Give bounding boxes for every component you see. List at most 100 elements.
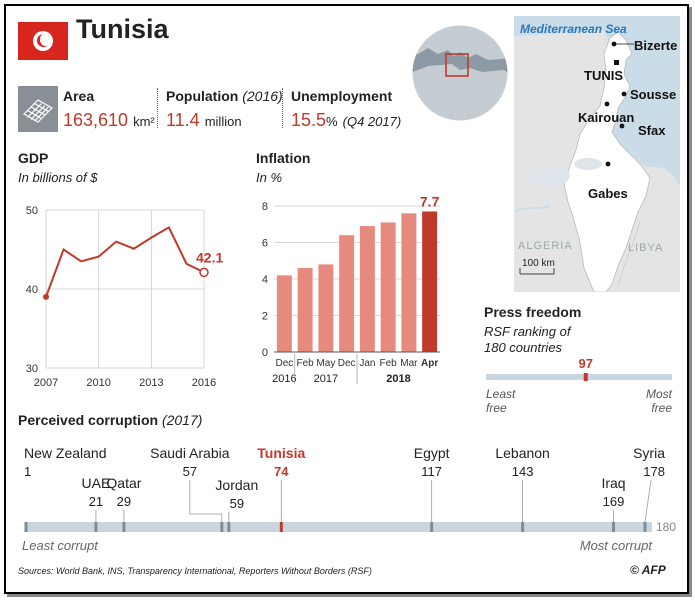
country-algeria: ALGERIA <box>518 240 573 252</box>
city-sousse: Sousse <box>630 87 677 102</box>
corruption-country-name: Tunisia <box>257 445 305 461</box>
tunisia-map: Mediterranean Sea Bizerte TUNIS Sousse K… <box>514 16 680 292</box>
corruption-country-name: Saudi Arabia <box>150 445 230 461</box>
corruption-marker <box>521 522 525 532</box>
page-title: Tunisia <box>76 14 169 44</box>
corruption-country-name: Qatar <box>106 475 141 491</box>
inflation-year-label: 2016 <box>272 373 296 385</box>
corruption-marker <box>122 522 126 532</box>
inflation-y-tick: 0 <box>262 347 268 359</box>
corruption-left-label: Least corrupt <box>22 538 99 553</box>
population-label: Population (2016) <box>166 88 283 104</box>
city-bizerte: Bizerte <box>634 38 678 53</box>
gdp-point <box>43 293 49 300</box>
press-freedom-value: 97 <box>579 356 593 371</box>
corruption-bar <box>26 522 652 532</box>
corruption-scale: 180 New Zealand 1 UAE 21 Qatar 29 Saudi Arabia 5… <box>0 440 695 560</box>
corruption-marker <box>94 522 98 532</box>
corruption-marker <box>643 522 647 532</box>
corruption-marker <box>24 522 28 532</box>
inflation-year-label: 2018 <box>386 373 410 385</box>
city-tunis: TUNIS <box>584 68 623 83</box>
corruption-country-rank: 59 <box>230 496 244 511</box>
inflation-bar <box>276 275 292 352</box>
gdp-data-label: 42.1 <box>196 249 223 265</box>
unemployment-value: 15.5% (Q4 2017) <box>291 110 402 130</box>
inflation-x-tick: Feb <box>297 358 315 369</box>
inflation-x-tick: Apr <box>421 358 438 369</box>
inflation-bar <box>339 235 355 352</box>
area-value: 163,610 km² <box>63 110 155 130</box>
inflation-bar <box>297 268 313 352</box>
gdp-point <box>199 267 209 278</box>
inflation-y-tick: 2 <box>262 311 268 323</box>
city-gabes: Gabes <box>588 186 628 201</box>
corruption-marker <box>220 522 224 532</box>
inflation-x-tick: Mar <box>400 358 418 369</box>
city-sfax: Sfax <box>638 123 666 138</box>
inflation-x-tick: Feb <box>380 358 398 369</box>
afp-logo: © AFP <box>630 563 666 577</box>
press-freedom-right-label: Most <box>646 387 673 401</box>
area-label: Area <box>63 88 95 104</box>
press-freedom-left-label: free <box>486 401 507 415</box>
inflation-data-label: 7.7 <box>420 193 440 209</box>
globe-locator <box>408 20 512 131</box>
corruption-country-name: Lebanon <box>495 445 550 461</box>
inflation-bar <box>359 226 375 352</box>
corruption-country-name: Syria <box>633 445 665 461</box>
corruption-country-rank: 57 <box>183 464 197 479</box>
press-freedom-bar <box>486 374 672 380</box>
city-kairouan: Kairouan <box>578 110 635 125</box>
inflation-bar <box>401 213 417 352</box>
inflation-year-label: 2017 <box>314 373 338 385</box>
corruption-country-rank: 169 <box>603 494 625 509</box>
corruption-country-rank: 178 <box>643 464 665 479</box>
gdp-y-tick: 30 <box>26 363 38 375</box>
inflation-x-tick: Jan <box>359 358 375 369</box>
population-value: 11.4 million <box>166 110 242 130</box>
inflation-y-tick: 6 <box>262 238 268 250</box>
press-freedom-title: Press freedom <box>484 304 582 320</box>
corruption-country-rank: 1 <box>24 464 31 479</box>
corruption-country-rank: 29 <box>117 494 131 509</box>
gdp-subtitle: In billions of $ <box>18 170 98 185</box>
sea-label: Mediterranean Sea <box>520 22 627 36</box>
press-freedom-subtitle: RSF ranking of 180 countries <box>484 324 571 355</box>
corruption-leader-line <box>189 480 223 522</box>
corruption-country-name: Iraq <box>601 475 625 491</box>
unemployment-label: Unemployment <box>291 88 393 104</box>
inflation-x-tick: Dec <box>275 358 293 369</box>
corruption-marker <box>227 522 231 532</box>
inflation-x-tick: Dec <box>338 358 356 369</box>
inflation-subtitle: In % <box>256 170 283 185</box>
corruption-marker <box>279 522 283 532</box>
corruption-country-rank: 143 <box>512 464 534 479</box>
inflation-y-tick: 4 <box>262 274 268 286</box>
corruption-marker <box>430 522 434 532</box>
inflation-bar <box>318 264 334 352</box>
corruption-marker <box>612 522 616 532</box>
divider <box>157 88 158 128</box>
corruption-country-rank: 117 <box>421 464 442 479</box>
corruption-country-name: Jordan <box>215 477 258 493</box>
inflation-title: Inflation <box>256 150 311 166</box>
sources-note: Sources: World Bank, INS, Transparency I… <box>18 566 372 576</box>
press-freedom-left-label: Least <box>486 387 516 401</box>
inflation-x-tick: May <box>316 358 335 369</box>
gdp-y-tick: 40 <box>26 284 38 296</box>
corruption-country-name: Egypt <box>414 445 450 461</box>
map-scale-label: 100 km <box>522 258 555 269</box>
corruption-max-label: 180 <box>656 520 676 534</box>
corruption-right-label: Most corrupt <box>580 538 654 553</box>
inflation-bar <box>380 222 396 352</box>
gdp-y-tick: 50 <box>26 205 38 217</box>
corruption-title: Perceived corruption (2017) <box>18 412 203 428</box>
country-libya: LIBYA <box>628 242 664 254</box>
gdp-title: GDP <box>18 150 49 166</box>
corruption-country-rank: 74 <box>274 464 289 479</box>
corruption-leader-line <box>644 479 652 523</box>
corruption-country-rank: 21 <box>89 494 103 509</box>
